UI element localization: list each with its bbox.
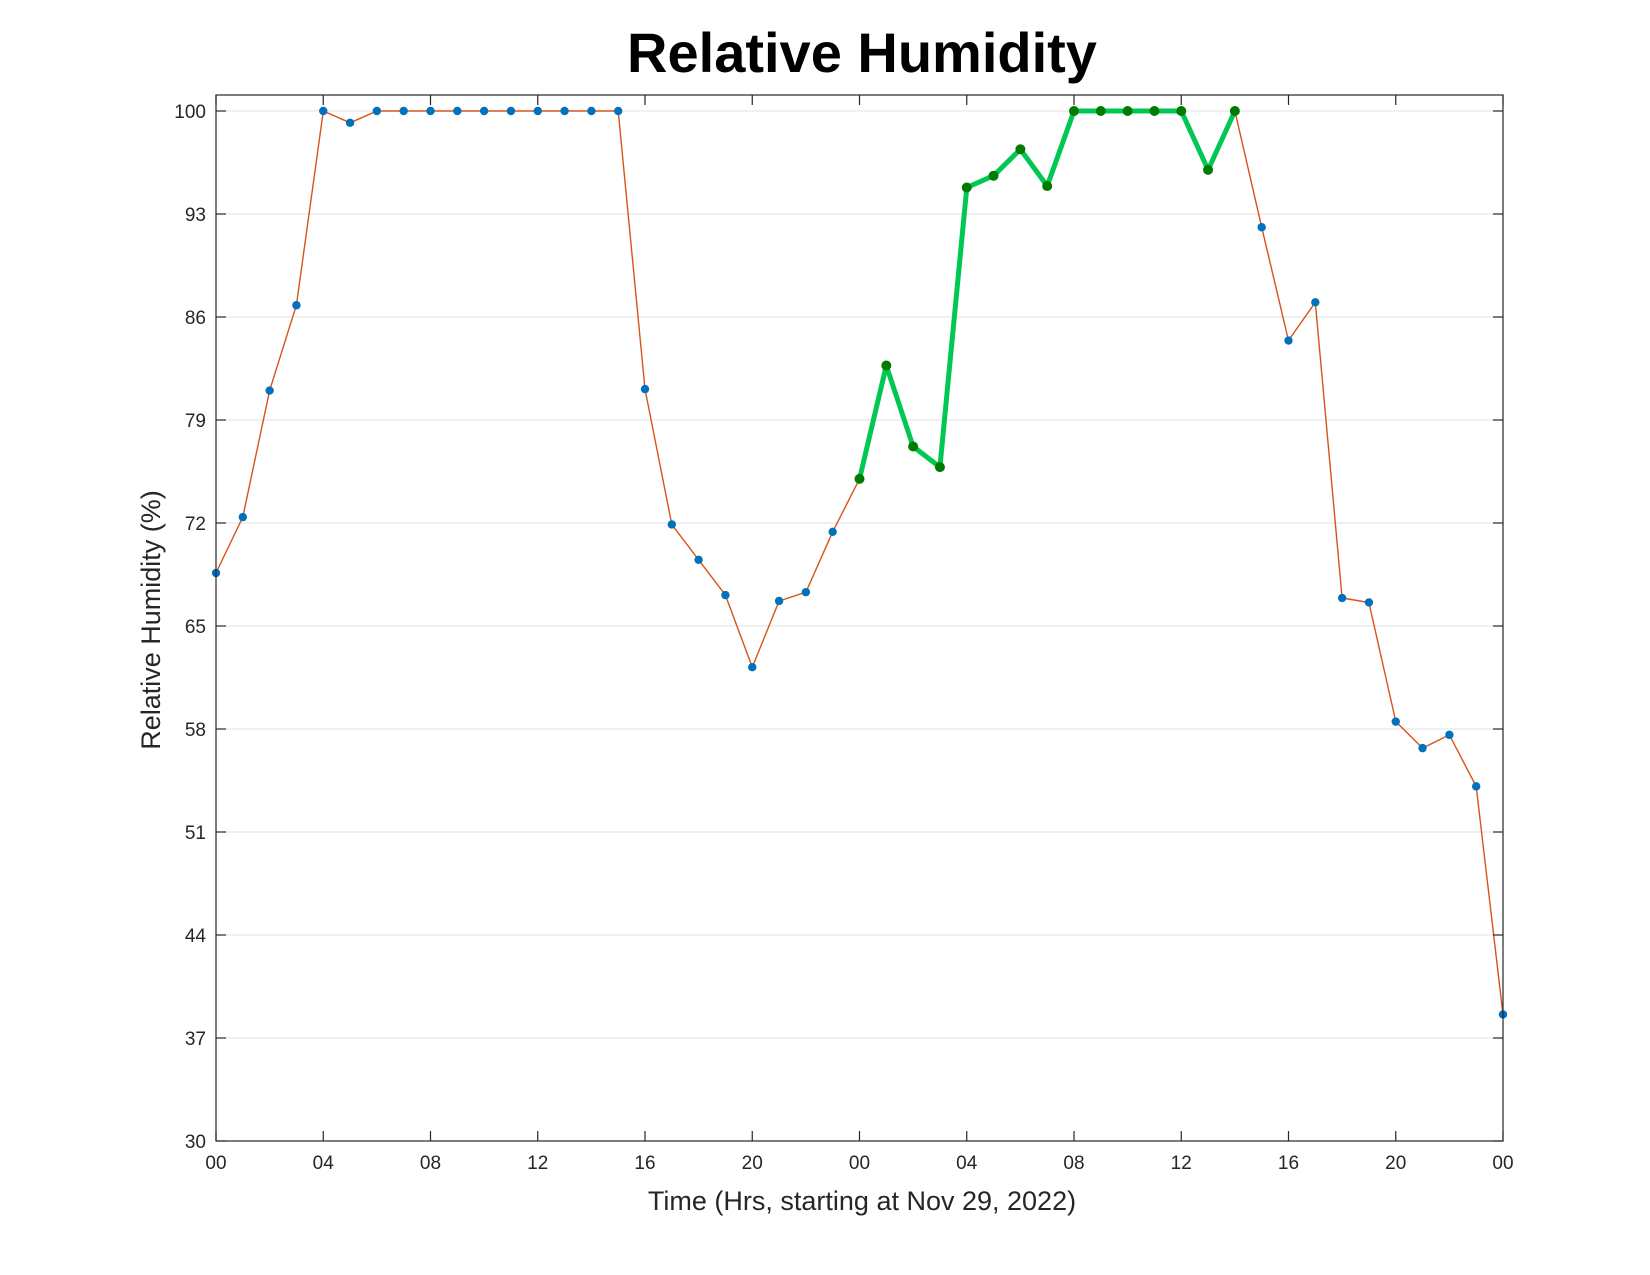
x-tick-label: 20 xyxy=(1385,1153,1406,1174)
x-tick-label: 12 xyxy=(1171,1153,1192,1174)
data-point xyxy=(667,520,677,529)
data-point xyxy=(828,527,837,537)
y-tick-label: 86 xyxy=(185,308,206,329)
x-tick-label: 12 xyxy=(527,1153,548,1174)
highlight-data-point xyxy=(854,473,865,484)
y-tick-label: 30 xyxy=(185,1132,206,1153)
x-tick-label: 00 xyxy=(1492,1153,1513,1174)
highlight-data-point xyxy=(1069,106,1079,116)
plot-frame xyxy=(215,94,1504,1142)
highlight-data-point xyxy=(1122,106,1133,116)
x-axis-label: Time (Hrs, starting at Nov 29, 2022) xyxy=(648,1186,1076,1216)
y-tick-label: 44 xyxy=(185,926,207,947)
data-point xyxy=(774,596,784,606)
data-point xyxy=(587,106,596,116)
chart-title: Relative Humidity xyxy=(627,21,1097,84)
data-point xyxy=(694,555,703,564)
x-tick-label: 00 xyxy=(849,1153,870,1174)
highlight-data-point xyxy=(1149,106,1160,116)
data-point xyxy=(292,301,301,310)
series-layer xyxy=(211,106,1508,1019)
data-point xyxy=(265,386,274,395)
data-point xyxy=(238,512,248,522)
highlight-data-point xyxy=(934,462,945,473)
axis-ticks: 30 37 44 51 58 65 72 79 86 93 100 00 04 08 12 16 20 00 04 0… xyxy=(174,95,1514,1174)
y-tick-label: 58 xyxy=(185,720,206,741)
data-point xyxy=(1337,593,1347,603)
humidity-series-line xyxy=(215,110,1504,1016)
highlight-data-point xyxy=(1042,181,1053,192)
x-tick-label: 20 xyxy=(742,1153,763,1174)
x-tick-label: 04 xyxy=(956,1153,978,1174)
data-point xyxy=(506,106,516,116)
y-tick-label: 51 xyxy=(185,823,206,844)
highlight-data-point xyxy=(881,360,892,371)
x-tick-label: 08 xyxy=(420,1153,441,1174)
data-point xyxy=(1284,336,1293,345)
highlight-data-point xyxy=(1229,106,1240,116)
highlight-data-point xyxy=(988,170,999,181)
gridlines xyxy=(216,110,1503,1039)
y-tick-label: 72 xyxy=(185,514,206,535)
highlight-series-line xyxy=(857,108,1238,482)
data-point xyxy=(372,106,382,116)
highlight-data-point xyxy=(1203,164,1214,175)
y-axis-label: Relative Humidity (%) xyxy=(136,490,166,750)
data-point xyxy=(319,106,328,116)
data-point xyxy=(640,384,650,394)
data-point xyxy=(1257,223,1266,232)
data-point xyxy=(453,106,462,116)
data-point xyxy=(748,663,757,672)
data-point xyxy=(533,106,542,116)
data-point xyxy=(345,118,355,127)
highlight-data-point xyxy=(961,182,972,193)
highlight-data-point xyxy=(1176,106,1187,116)
x-tick-label: 00 xyxy=(205,1153,226,1174)
data-point xyxy=(613,106,623,116)
highlight-data-point xyxy=(1015,144,1026,155)
highlight-data-point xyxy=(1095,106,1106,116)
x-tick-label: 16 xyxy=(1278,1153,1299,1174)
data-point xyxy=(1311,298,1320,307)
y-tick-label: 93 xyxy=(185,205,206,226)
data-point xyxy=(721,590,730,600)
y-tick-label: 37 xyxy=(185,1029,206,1050)
data-point xyxy=(426,106,435,116)
data-point xyxy=(1364,598,1374,607)
y-tick-label: 100 xyxy=(174,102,206,123)
x-tick-label: 16 xyxy=(634,1153,655,1174)
x-tick-label: 04 xyxy=(313,1153,335,1174)
data-point xyxy=(1471,782,1481,791)
data-point xyxy=(560,106,569,116)
data-point xyxy=(1418,743,1427,753)
highlight-data-point xyxy=(908,441,919,452)
y-tick-label: 65 xyxy=(185,617,206,638)
data-point xyxy=(399,106,408,116)
y-tick-label: 79 xyxy=(185,411,206,432)
data-point xyxy=(1391,717,1400,726)
x-tick-label: 08 xyxy=(1063,1153,1084,1174)
data-point xyxy=(1445,730,1454,740)
data-point xyxy=(479,106,489,116)
data-point xyxy=(801,587,811,597)
